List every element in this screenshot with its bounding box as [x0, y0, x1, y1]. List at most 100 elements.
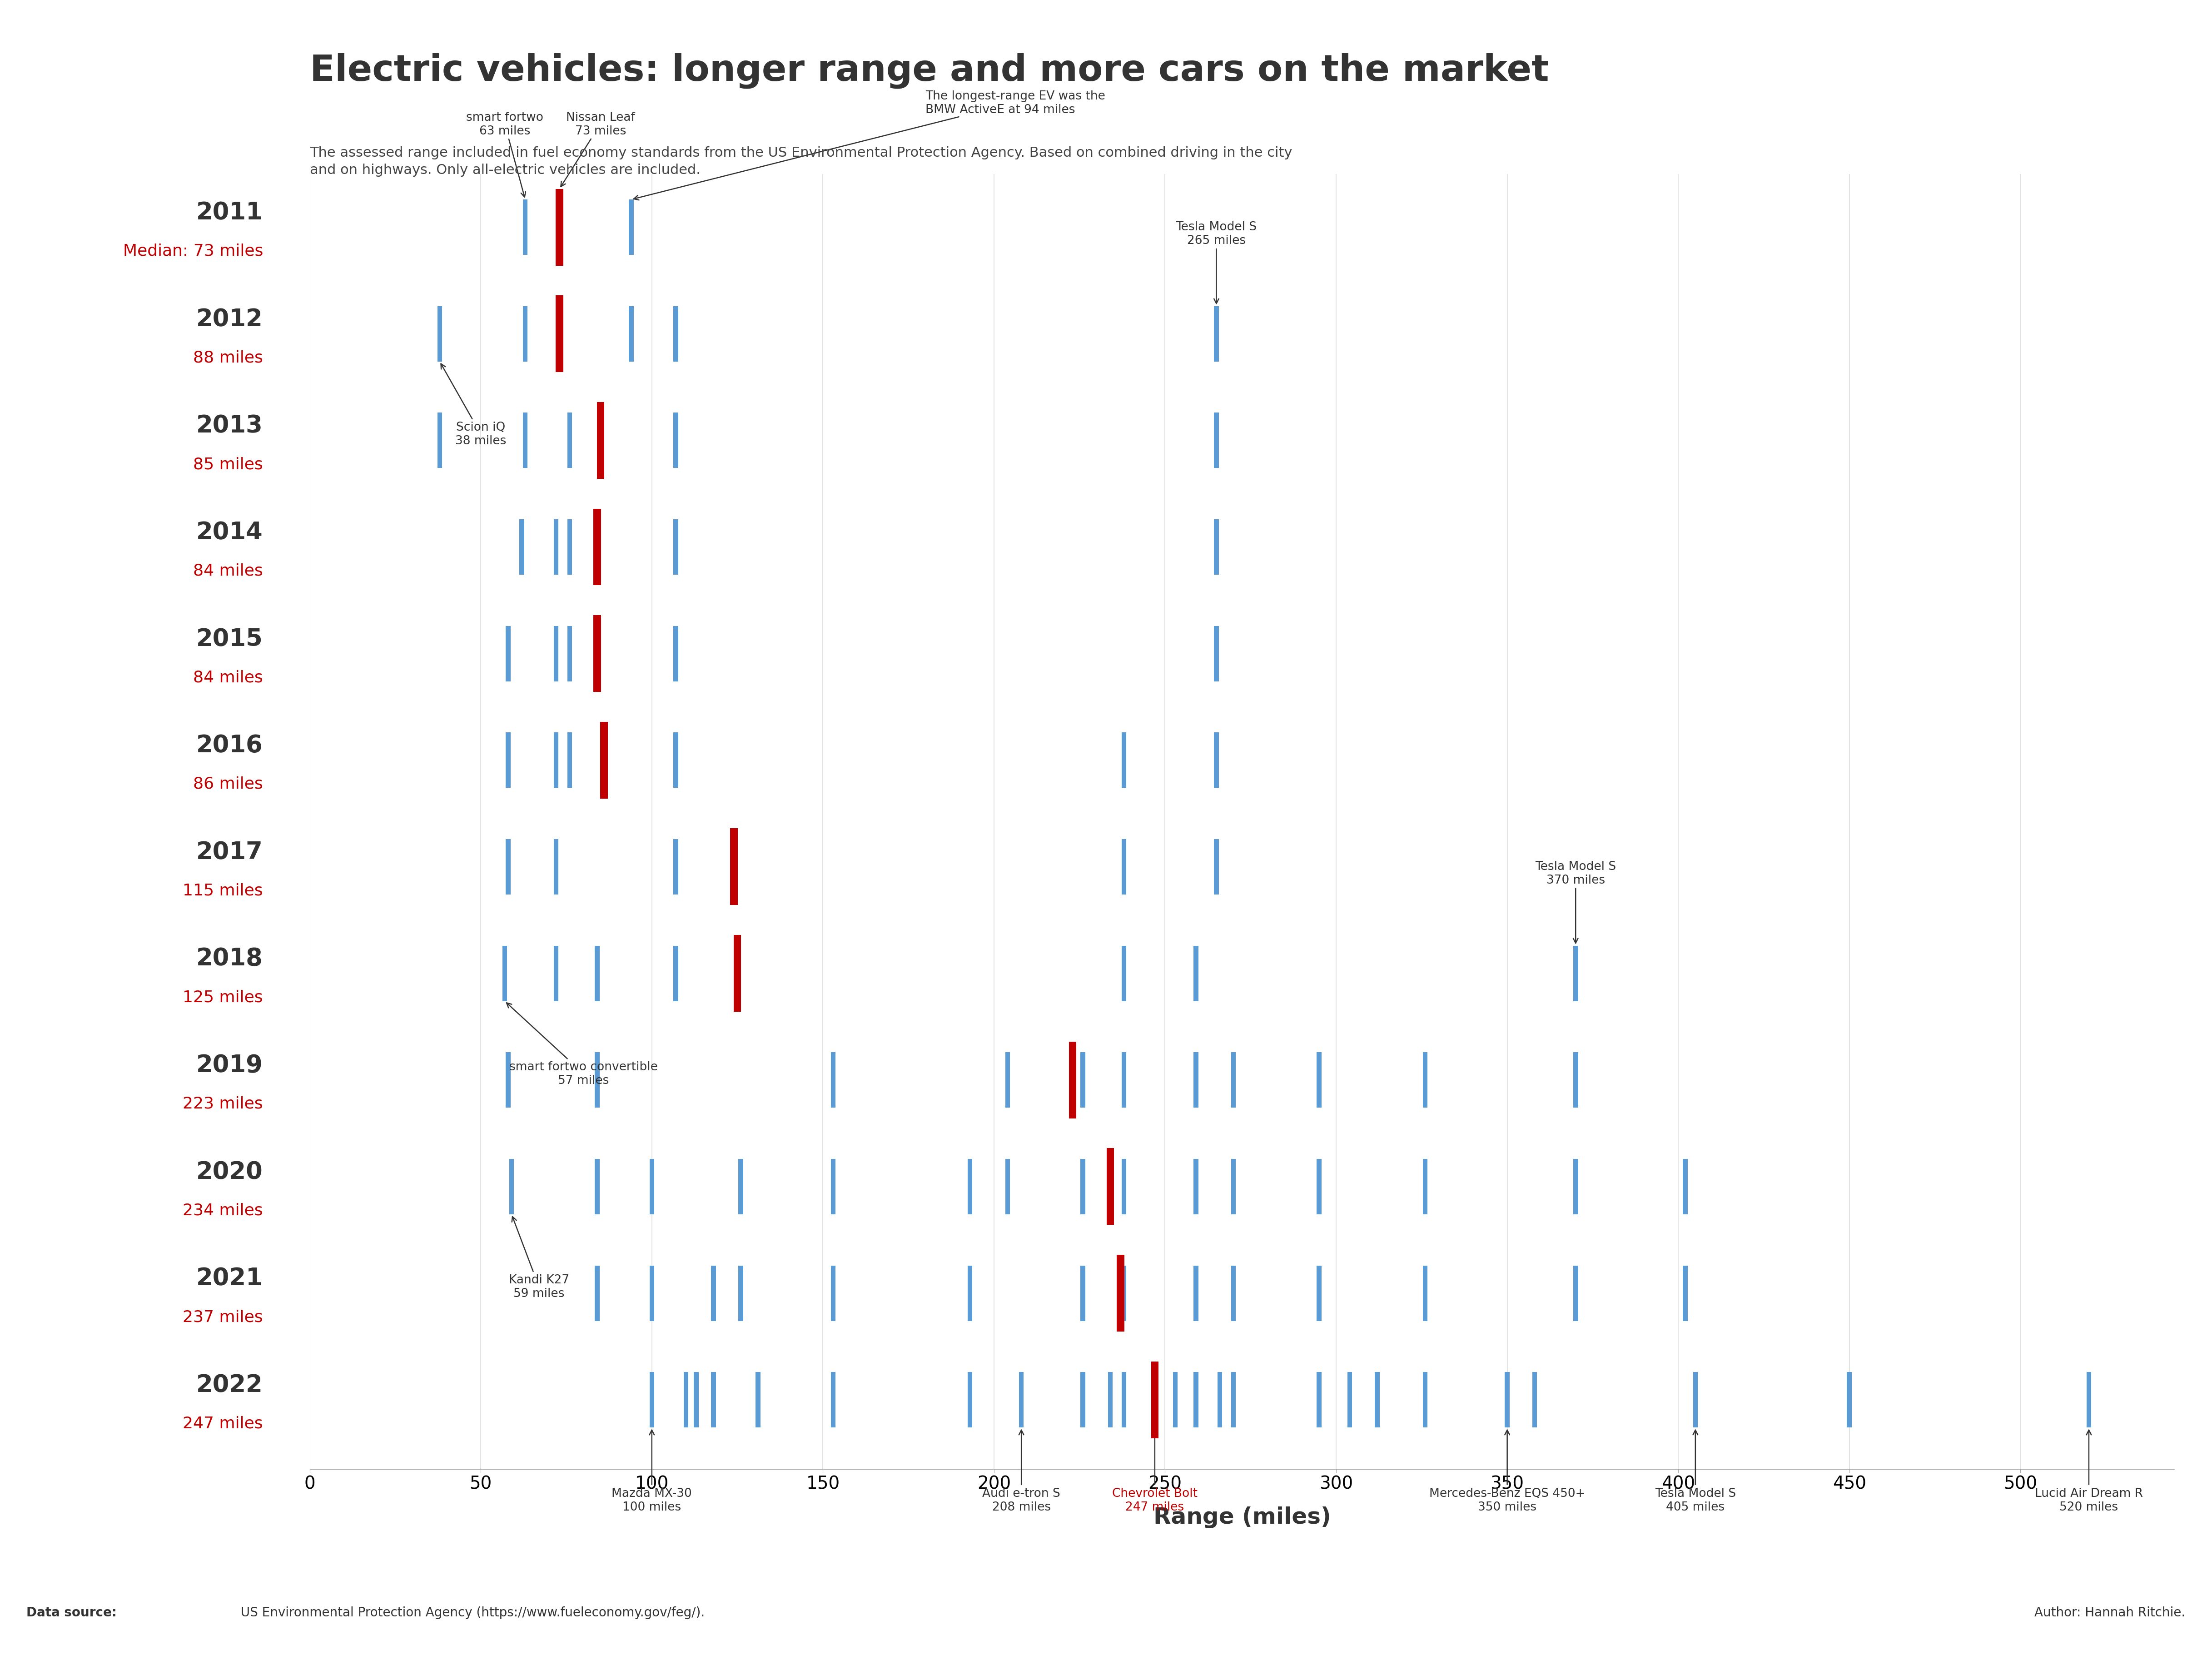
Bar — [730, 828, 739, 905]
Bar — [522, 199, 529, 256]
Bar — [593, 616, 602, 692]
Text: Electric vehicles: longer range and more cars on the market: Electric vehicles: longer range and more… — [310, 53, 1548, 88]
Bar — [522, 307, 529, 362]
Bar — [650, 1159, 655, 1215]
Bar — [1020, 1373, 1024, 1428]
Bar — [1194, 946, 1199, 1001]
Bar — [1214, 840, 1219, 895]
Text: Tesla Model S
370 miles: Tesla Model S 370 miles — [1535, 862, 1617, 943]
Bar — [1079, 1159, 1086, 1215]
Bar — [509, 1159, 513, 1215]
Bar — [597, 402, 604, 480]
Bar — [1533, 1373, 1537, 1428]
Text: 115 miles: 115 miles — [184, 883, 263, 898]
Bar — [1573, 1265, 1577, 1321]
Text: 2021: 2021 — [197, 1267, 263, 1290]
Bar — [2086, 1373, 2090, 1428]
Bar — [502, 946, 507, 1001]
Bar — [650, 1265, 655, 1321]
Bar — [1573, 1159, 1577, 1215]
Text: Mercedes-Benz EQS 450+
350 miles: Mercedes-Benz EQS 450+ 350 miles — [1429, 1429, 1586, 1512]
Bar — [710, 1265, 717, 1321]
Bar — [1079, 1265, 1086, 1321]
Bar — [520, 520, 524, 574]
Bar — [1422, 1373, 1427, 1428]
Bar — [507, 1052, 511, 1107]
Bar — [832, 1052, 836, 1107]
Text: Tesla Model S
405 miles: Tesla Model S 405 miles — [1655, 1429, 1736, 1512]
Bar — [438, 413, 442, 468]
Bar — [1376, 1373, 1380, 1428]
Bar — [1347, 1373, 1352, 1428]
Text: 2018: 2018 — [197, 946, 263, 971]
Bar — [1217, 1373, 1223, 1428]
Bar — [734, 935, 741, 1013]
Bar — [1214, 626, 1219, 682]
Bar — [555, 295, 564, 372]
Text: 2019: 2019 — [197, 1054, 263, 1077]
Bar — [1683, 1265, 1688, 1321]
Text: smart fortwo
63 miles: smart fortwo 63 miles — [467, 111, 544, 198]
Bar — [1847, 1373, 1851, 1428]
Text: Kandi K27
59 miles: Kandi K27 59 miles — [509, 1217, 568, 1300]
Bar — [1106, 1149, 1115, 1225]
Bar — [566, 732, 573, 788]
Bar — [1121, 840, 1126, 895]
Bar — [595, 1159, 599, 1215]
Bar — [1194, 1159, 1199, 1215]
Bar — [1108, 1373, 1113, 1428]
Bar — [1232, 1373, 1237, 1428]
Bar — [507, 1052, 511, 1107]
Text: 223 miles: 223 miles — [184, 1096, 263, 1111]
Bar — [1121, 1265, 1126, 1321]
Bar — [695, 1373, 699, 1428]
Text: Tesla Model S
265 miles: Tesla Model S 265 miles — [1177, 221, 1256, 304]
Bar — [1232, 1265, 1237, 1321]
Text: Scion iQ
38 miles: Scion iQ 38 miles — [440, 364, 507, 447]
Bar — [1004, 1159, 1011, 1215]
Bar — [553, 946, 557, 1001]
Bar — [553, 626, 557, 682]
Bar — [672, 626, 679, 682]
Text: 2017: 2017 — [197, 840, 263, 863]
Bar — [832, 1373, 836, 1428]
Text: The longest-range EV was the
BMW ActiveE at 94 miles: The longest-range EV was the BMW ActiveE… — [635, 90, 1106, 201]
Bar — [599, 722, 608, 798]
Bar — [1079, 1052, 1086, 1107]
Text: 84 miles: 84 miles — [192, 563, 263, 578]
Text: Data source:: Data source: — [27, 1605, 117, 1618]
Bar — [507, 732, 511, 788]
Bar — [566, 520, 573, 574]
Bar — [650, 1265, 655, 1321]
Bar — [1117, 1255, 1124, 1331]
Bar — [1194, 1265, 1199, 1321]
Bar — [650, 1373, 655, 1428]
Bar — [1004, 1052, 1011, 1107]
Text: 247 miles: 247 miles — [184, 1416, 263, 1431]
Bar — [1121, 946, 1126, 1001]
Text: Median: 73 miles: Median: 73 miles — [124, 244, 263, 259]
Bar — [1079, 1373, 1086, 1428]
X-axis label: Range (miles): Range (miles) — [1152, 1506, 1332, 1527]
Bar — [553, 520, 557, 574]
Text: 234 miles: 234 miles — [184, 1202, 263, 1218]
Bar — [553, 840, 557, 895]
Bar — [672, 413, 679, 468]
Bar — [672, 732, 679, 788]
Bar — [650, 1373, 655, 1428]
Bar — [1214, 307, 1219, 362]
Bar — [507, 626, 511, 682]
Text: Nissan Leaf
73 miles: Nissan Leaf 73 miles — [562, 111, 635, 188]
Bar — [672, 520, 679, 574]
Bar — [553, 840, 557, 895]
Bar — [967, 1159, 973, 1215]
Text: 2020: 2020 — [197, 1160, 263, 1184]
Bar — [1194, 1265, 1199, 1321]
Bar — [595, 1265, 599, 1321]
Bar — [650, 1159, 655, 1215]
Text: 88 miles: 88 miles — [192, 350, 263, 365]
Text: 2013: 2013 — [197, 413, 263, 438]
Bar — [1232, 1052, 1237, 1107]
Bar — [1316, 1159, 1321, 1215]
Text: 237 miles: 237 miles — [184, 1310, 263, 1325]
